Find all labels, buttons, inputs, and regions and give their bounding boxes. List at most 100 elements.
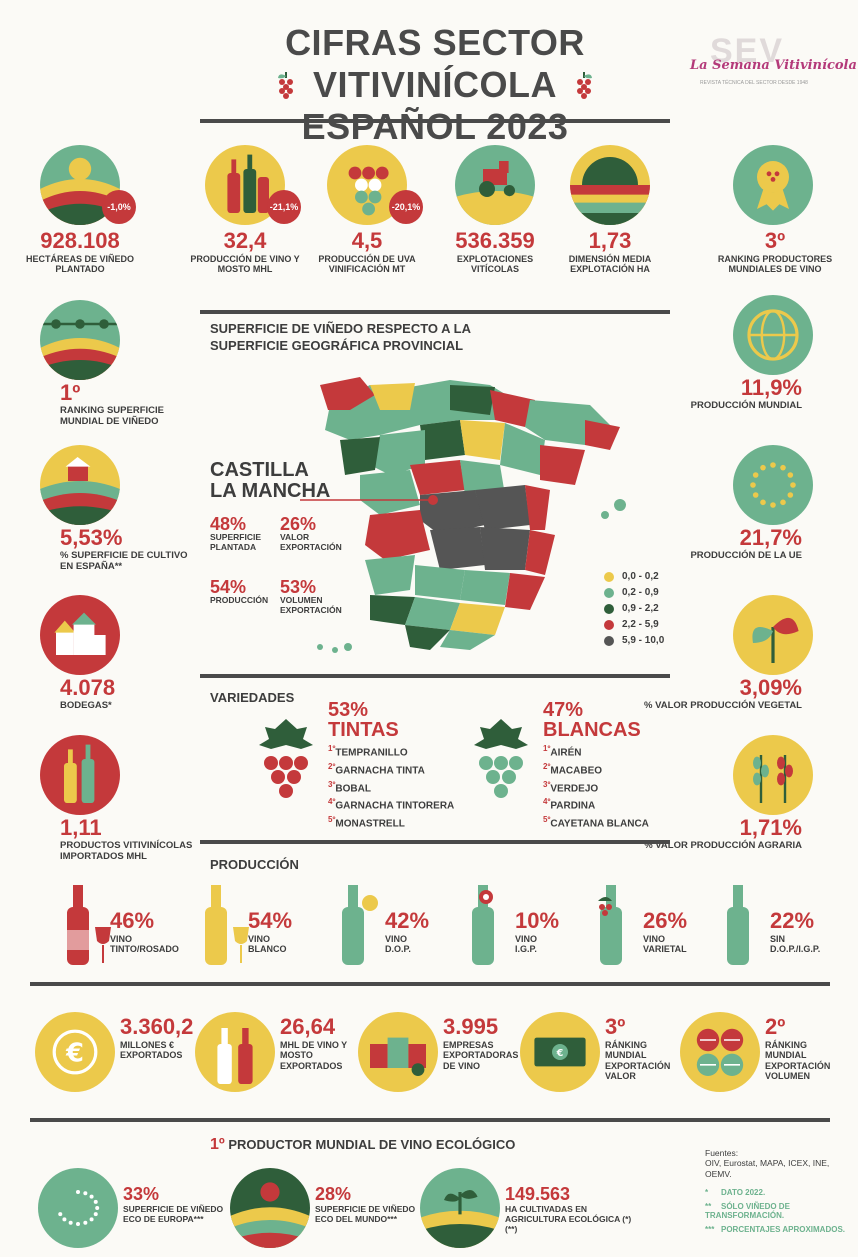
organic-vineyard-icon xyxy=(230,1168,310,1248)
variety-rank: 5º xyxy=(543,815,551,825)
divider xyxy=(200,840,670,844)
eco-stat: 33% SUPERFICIE DE VIÑEDO ECO DE EUROPA*** xyxy=(123,1185,243,1225)
variety-name: MONASTRELL xyxy=(335,818,405,830)
stat-label: BODEGAS* xyxy=(60,700,112,711)
red-grape-icon xyxy=(259,719,313,798)
legend-swatch xyxy=(604,571,614,582)
production-label1: VINO xyxy=(385,934,408,944)
production-label2: TINTO/ROSADO xyxy=(110,944,179,955)
farm-icon xyxy=(40,445,120,525)
stat-block: 928.108 HECTÁREAS DE VIÑEDO PLANTADO xyxy=(22,230,138,275)
variety-name: TEMPRANILLO xyxy=(335,747,408,759)
production-pct: 22% xyxy=(770,908,815,933)
variety-rank: 1º xyxy=(328,744,336,753)
footnote: * DATO 2022. xyxy=(705,1188,850,1197)
stat-label: RANKING PRODUCTORES MUNDIALES DE VINO xyxy=(717,254,833,275)
variety-item: 3ºBOBAL xyxy=(328,779,454,797)
divider xyxy=(200,674,670,678)
stat-label: DIMENSIÓN MEDIA EXPLOTACIÓN HA xyxy=(568,254,652,275)
stat-label: RANKING SUPERFICIE MUNDIAL DE VIÑEDO xyxy=(60,405,164,427)
grape-icon xyxy=(577,72,592,99)
region-stat-value: 26% xyxy=(280,514,317,534)
stat-block: 4.078 BODEGAS* xyxy=(60,677,200,712)
variety-rank: 2º xyxy=(328,761,336,771)
legend-swatch xyxy=(604,619,614,630)
variety-name: GARNACHA TINTORERA xyxy=(335,800,455,812)
title-line1: CIFRAS SECTOR VITIVINÍCOLA xyxy=(285,22,585,105)
page-title: CIFRAS SECTOR VITIVINÍCOLA ESPAÑOL 2023 xyxy=(190,22,680,148)
plain-bottle-icon xyxy=(725,885,775,972)
divider xyxy=(200,310,670,314)
stat-label: PRODUCCIÓN DE VINO Y MOSTO MHL xyxy=(190,254,300,275)
eco-label: SUPERFICIE DE VIÑEDO ECO DE EUROPA*** xyxy=(123,1204,224,1224)
stat-block: 1º RANKING SUPERFICIE MUNDIAL DE VIÑEDO xyxy=(60,382,200,428)
footnote: ** SÓLO VIÑEDO DE TRANSFORMACIÓN. xyxy=(705,1202,850,1220)
change-badge: -1,0% xyxy=(102,190,136,224)
export-value: 26,64 xyxy=(280,1014,336,1039)
stat-value: 1,11 xyxy=(60,815,102,840)
variety-name: PARDINA xyxy=(550,800,596,812)
tintas-list: 1ºTEMPRANILLO 2ºGARNACHA TINTA 3ºBOBAL 4ºGA… xyxy=(328,743,454,832)
region-stat-value: 48% xyxy=(210,514,247,534)
sources-text: OIV, Eurostat, MAPA, ICEX, INE, OEMV. xyxy=(705,1158,830,1180)
region-stat: 53% VOLUMEN EXPORTACIÓN xyxy=(280,578,350,616)
export-boxes-icon xyxy=(358,1012,438,1092)
stat-block: 1,11 PRODUCTOS VITIVINÍCOLAS IMPORTADOS M… xyxy=(60,817,200,863)
variety-name: BOBAL xyxy=(335,782,371,794)
export-value: 3.360,2 xyxy=(120,1014,194,1039)
blancas-block: 47% BLANCAS 1ºAIRÉN 2ºMACABEO 3ºVERDEJO 4ºP… xyxy=(543,700,649,832)
tintas-pct: 53% xyxy=(328,699,369,721)
variety-rank: 5º xyxy=(328,815,336,825)
eu-flag-icon xyxy=(733,445,813,525)
stat-label: % VALOR PRODUCCIÓN AGRARIA xyxy=(644,840,802,851)
stat-label: PRODUCCIÓN MUNDIAL xyxy=(690,400,802,411)
region-stat: 26% VALOR EXPORTACIÓN xyxy=(280,515,350,553)
stat-block: 32,4 PRODUCCIÓN DE VINO Y MOSTO MHL xyxy=(187,230,303,275)
igp-bottle-icon xyxy=(470,885,520,972)
stat-value: 3,09% xyxy=(739,675,802,700)
eco-stat: 28% SUPERFICIE DE VIÑEDO ECO DEL MUNDO*** xyxy=(315,1185,435,1225)
variety-item: 3ºVERDEJO xyxy=(543,779,649,797)
divider xyxy=(200,119,670,123)
sources-title: Fuentes: xyxy=(705,1148,739,1158)
production-label2: BLANCO xyxy=(248,944,287,955)
eu-organic-leaf-icon xyxy=(38,1168,118,1248)
export-stat: 3.995 EMPRESAS EXPORTADORAS DE VINO xyxy=(443,1016,523,1071)
stat-label: PRODUCCIÓN DE UVA VINIFICACIÓN MT xyxy=(318,254,416,275)
stat-block: 1,73 DIMENSIÓN MEDIA EXPLOTACIÓN HA xyxy=(552,230,668,275)
varietal-bottle-icon xyxy=(598,885,648,972)
stat-block: 3º RANKING PRODUCTORES MUNDIALES DE VINO xyxy=(715,230,835,275)
legend-item: 0,2 - 0,9 xyxy=(604,587,664,598)
footnote-mark: *** xyxy=(705,1225,715,1235)
production-label1: VINO xyxy=(110,934,133,944)
medal-icon xyxy=(733,145,813,225)
stat-value: 21,7% xyxy=(739,525,802,550)
white-grape-icon xyxy=(474,719,528,798)
stat-value: 1º xyxy=(60,380,81,405)
variety-item: 5ºMONASTRELL xyxy=(328,814,454,832)
legend-item: 5,9 - 10,0 xyxy=(604,635,664,646)
stat-value: 3º xyxy=(764,228,786,253)
stat-block: 21,7% PRODUCCIÓN DE LA UE xyxy=(640,527,802,562)
production-pct: 54% xyxy=(248,908,293,933)
stat-block: 536.359 EXPLOTACIONES VITÍCOLAS xyxy=(437,230,553,275)
export-stat: 3.360,2 MILLONES € EXPORTADOS xyxy=(120,1016,200,1061)
variety-rank: 4º xyxy=(543,797,551,807)
variety-rank: 4º xyxy=(328,797,336,807)
tractor-icon xyxy=(455,145,535,225)
logo[interactable]: SEV La Semana Vitivinícola REVISTA TÉCNI… xyxy=(690,32,857,98)
production-label2: VARIETAL xyxy=(643,944,687,955)
variety-item: 1ºTEMPRANILLO xyxy=(328,743,454,761)
stat-block: 3,09%% VALOR PRODUCCIÓN VEGETAL xyxy=(640,677,802,712)
region-stat-value: 53% xyxy=(280,577,317,597)
variety-rank: 3º xyxy=(543,779,551,789)
field-sunset-icon xyxy=(570,145,650,225)
vineyard-hills-icon xyxy=(40,145,120,225)
logo-subtitle: REVISTA TÉCNICA DEL SECTOR DESDE 1948 xyxy=(700,80,808,86)
production-pct: 46% xyxy=(110,908,155,933)
production-pct: 10% xyxy=(515,908,560,933)
eco-value: 28% xyxy=(315,1184,352,1204)
stat-value: 4.078 xyxy=(60,675,116,700)
map-title: SUPERFICIE DE VIÑEDO RESPECTO A LA SUPER… xyxy=(210,321,471,353)
production-label2: I.G.P. xyxy=(515,944,537,955)
